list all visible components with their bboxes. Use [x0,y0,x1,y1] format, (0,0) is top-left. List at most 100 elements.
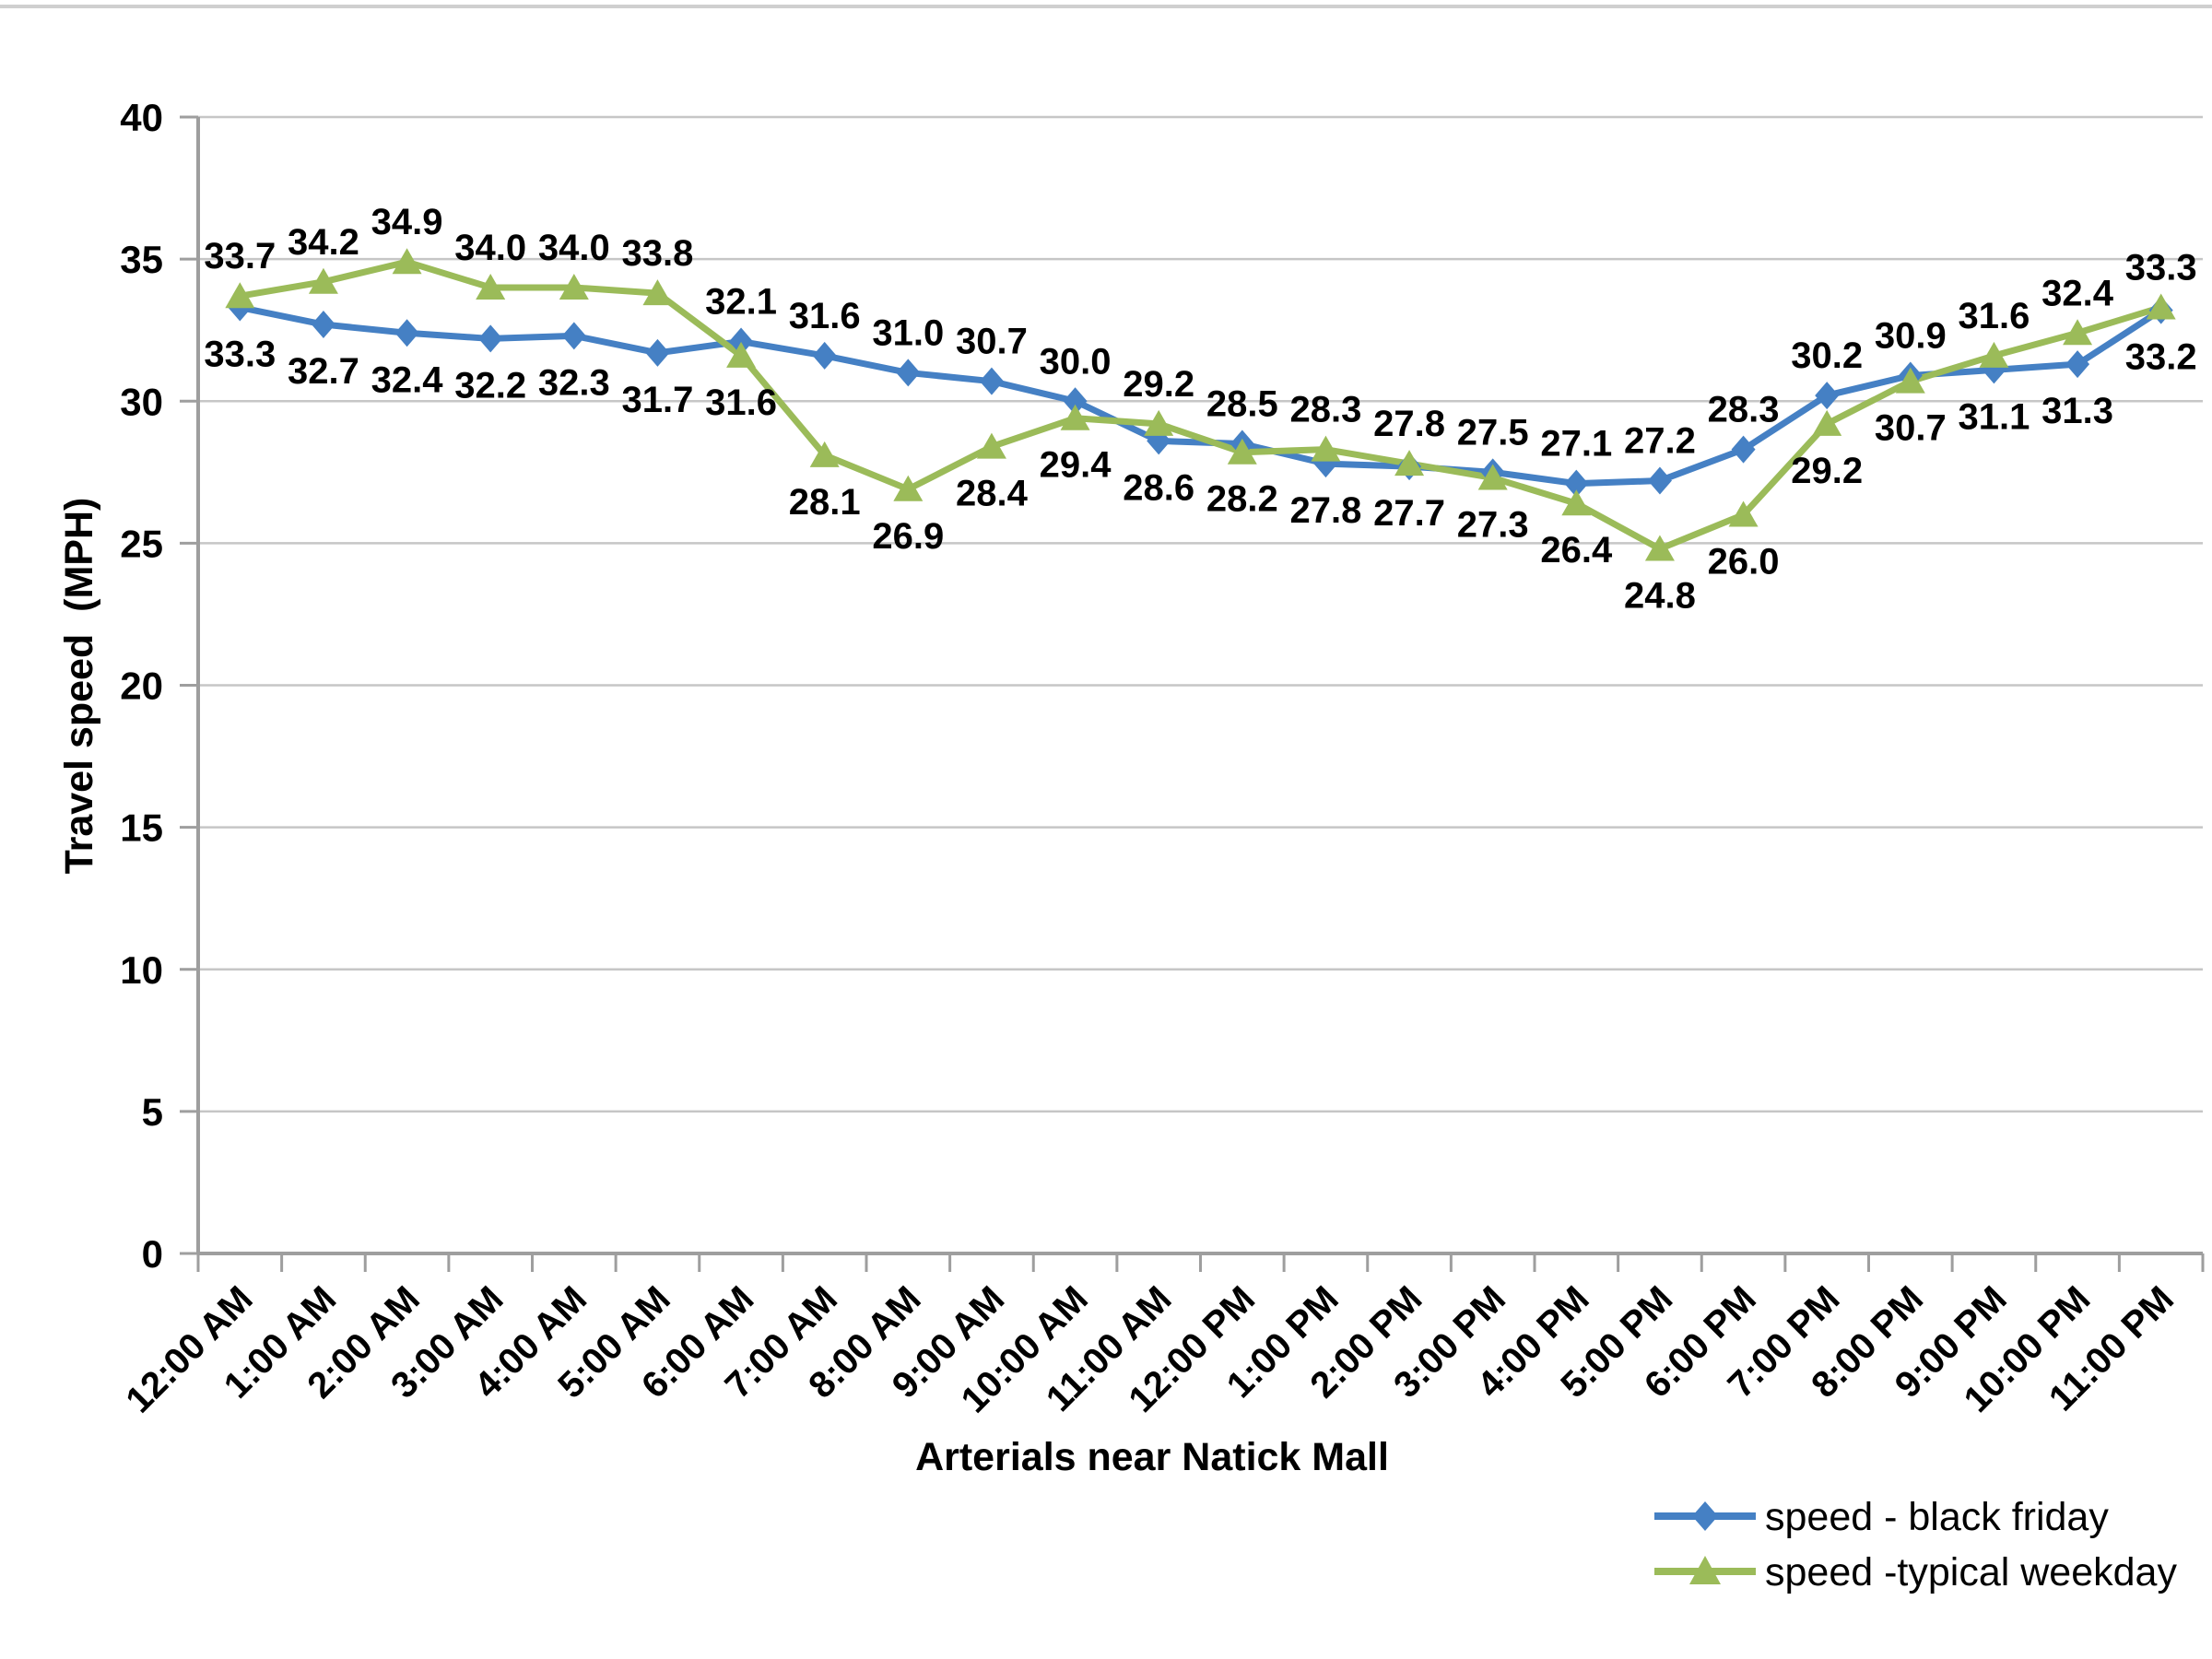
triangle-marker [392,248,422,275]
y-tick-label: 20 [120,665,163,708]
y-tick-label: 40 [120,96,163,139]
data-label: 28.4 [956,474,1029,514]
diamond-marker [1647,466,1672,495]
data-label: 34.2 [288,222,359,263]
legend-label-typical-weekday: speed -typical weekday [1765,1550,2177,1594]
x-axis-title: Arterials near Natick Mall [915,1435,1389,1479]
triangle-marker [1979,341,2009,368]
legend-item-typical-weekday: speed -typical weekday [1654,1550,2177,1594]
data-label: 32.3 [538,362,610,403]
data-label: 30.2 [1791,335,1863,376]
data-label: 32.4 [2041,273,2114,313]
legend-label-black-friday: speed - black friday [1765,1495,2109,1539]
triangle-marker [1561,489,1592,516]
data-label: 31.6 [1959,296,2030,336]
triangle-marker [1812,409,1842,436]
data-label: 34.0 [454,228,526,268]
data-label: 28.3 [1708,390,1780,430]
series-line-typical-weekday [236,258,2165,553]
data-label: 27.8 [1373,404,1445,444]
data-label: 32.1 [705,282,777,323]
triangle-marker [1394,450,1425,477]
data-label: 27.8 [1290,490,1362,531]
triangle-marker [225,282,255,309]
y-tick-label: 0 [142,1232,163,1276]
data-label: 27.3 [1457,504,1529,545]
series-line-black-friday [236,304,2165,488]
data-label: 30.0 [1040,341,1112,382]
triangle-marker [1477,464,1508,490]
diamond-marker [561,322,586,350]
data-label: 33.7 [204,236,276,276]
triangle-marker [1644,535,1675,561]
legend-item-black-friday: speed - black friday [1654,1495,2109,1539]
data-label: 28.3 [1290,390,1362,430]
data-label: 30.9 [1875,316,1947,357]
data-label: 30.7 [1875,408,1947,449]
diamond-marker [311,311,335,339]
diamond-marker [729,327,754,356]
data-label: 24.8 [1624,576,1696,617]
data-label: 31.1 [1959,396,2030,437]
diamond-marker-icon [1692,1501,1718,1531]
triangle-marker [642,279,673,306]
top-edge-line [0,5,2212,8]
triangle-marker [559,273,589,300]
y-tick-label: 25 [120,522,163,565]
data-label: 31.3 [2041,391,2113,431]
triangle-marker [726,341,757,368]
triangle-marker [1144,409,1174,436]
data-label: 33.2 [2125,337,2197,378]
data-label: 33.8 [622,233,694,274]
diamond-marker [2065,350,2090,379]
data-label: 32.2 [454,365,526,406]
triangle-marker [1227,438,1257,465]
triangle-marker [1311,435,1341,462]
legend: speed - black friday speed -typical week… [1654,1495,2177,1594]
data-label: 30.7 [956,322,1028,362]
y-tick-label: 15 [120,806,163,850]
data-label: 29.2 [1123,364,1194,405]
data-label: 29.4 [1040,445,1112,486]
triangle-marker-icon [1689,1556,1721,1584]
data-label: 29.2 [1791,451,1863,491]
triangle-marker [308,267,338,294]
data-label: 31.6 [705,382,777,423]
triangle-marker [2146,293,2176,320]
diamond-marker [1564,469,1589,498]
diamond-marker [394,319,419,347]
data-label: 26.9 [872,516,944,557]
data-label: 27.2 [1624,421,1696,462]
y-axis-title: Travel speed (MPH) [57,498,101,875]
diamond-marker [1815,382,1840,410]
diamond-marker [1063,387,1088,416]
triangle-marker [1060,404,1090,430]
data-label: 32.4 [371,359,444,400]
triangle-marker [976,432,1006,459]
data-label: 31.6 [789,296,861,336]
y-tick-label: 10 [120,948,163,992]
y-tick-label: 35 [120,238,163,281]
triangle-marker [893,475,924,501]
triangle-marker [2063,319,2093,346]
data-label: 28.6 [1123,467,1194,508]
triangle-marker [1895,367,1925,394]
data-label: 34.9 [371,202,443,242]
data-label: 32.7 [288,351,359,392]
triangle-marker [476,273,506,300]
data-label: 27.5 [1457,412,1529,453]
data-label: 26.4 [1540,530,1613,571]
y-tick-label: 30 [120,380,163,423]
diamond-marker [1731,435,1756,464]
data-label: 28.1 [789,482,861,523]
data-label: 31.7 [622,380,694,420]
triangle-marker [1728,500,1759,527]
y-tick-label: 5 [142,1090,163,1134]
diamond-marker [478,324,503,353]
data-label: 33.3 [204,335,276,375]
data-label: 26.0 [1708,542,1780,582]
data-label: 28.2 [1206,479,1278,520]
data-label: 33.3 [2125,248,2197,288]
